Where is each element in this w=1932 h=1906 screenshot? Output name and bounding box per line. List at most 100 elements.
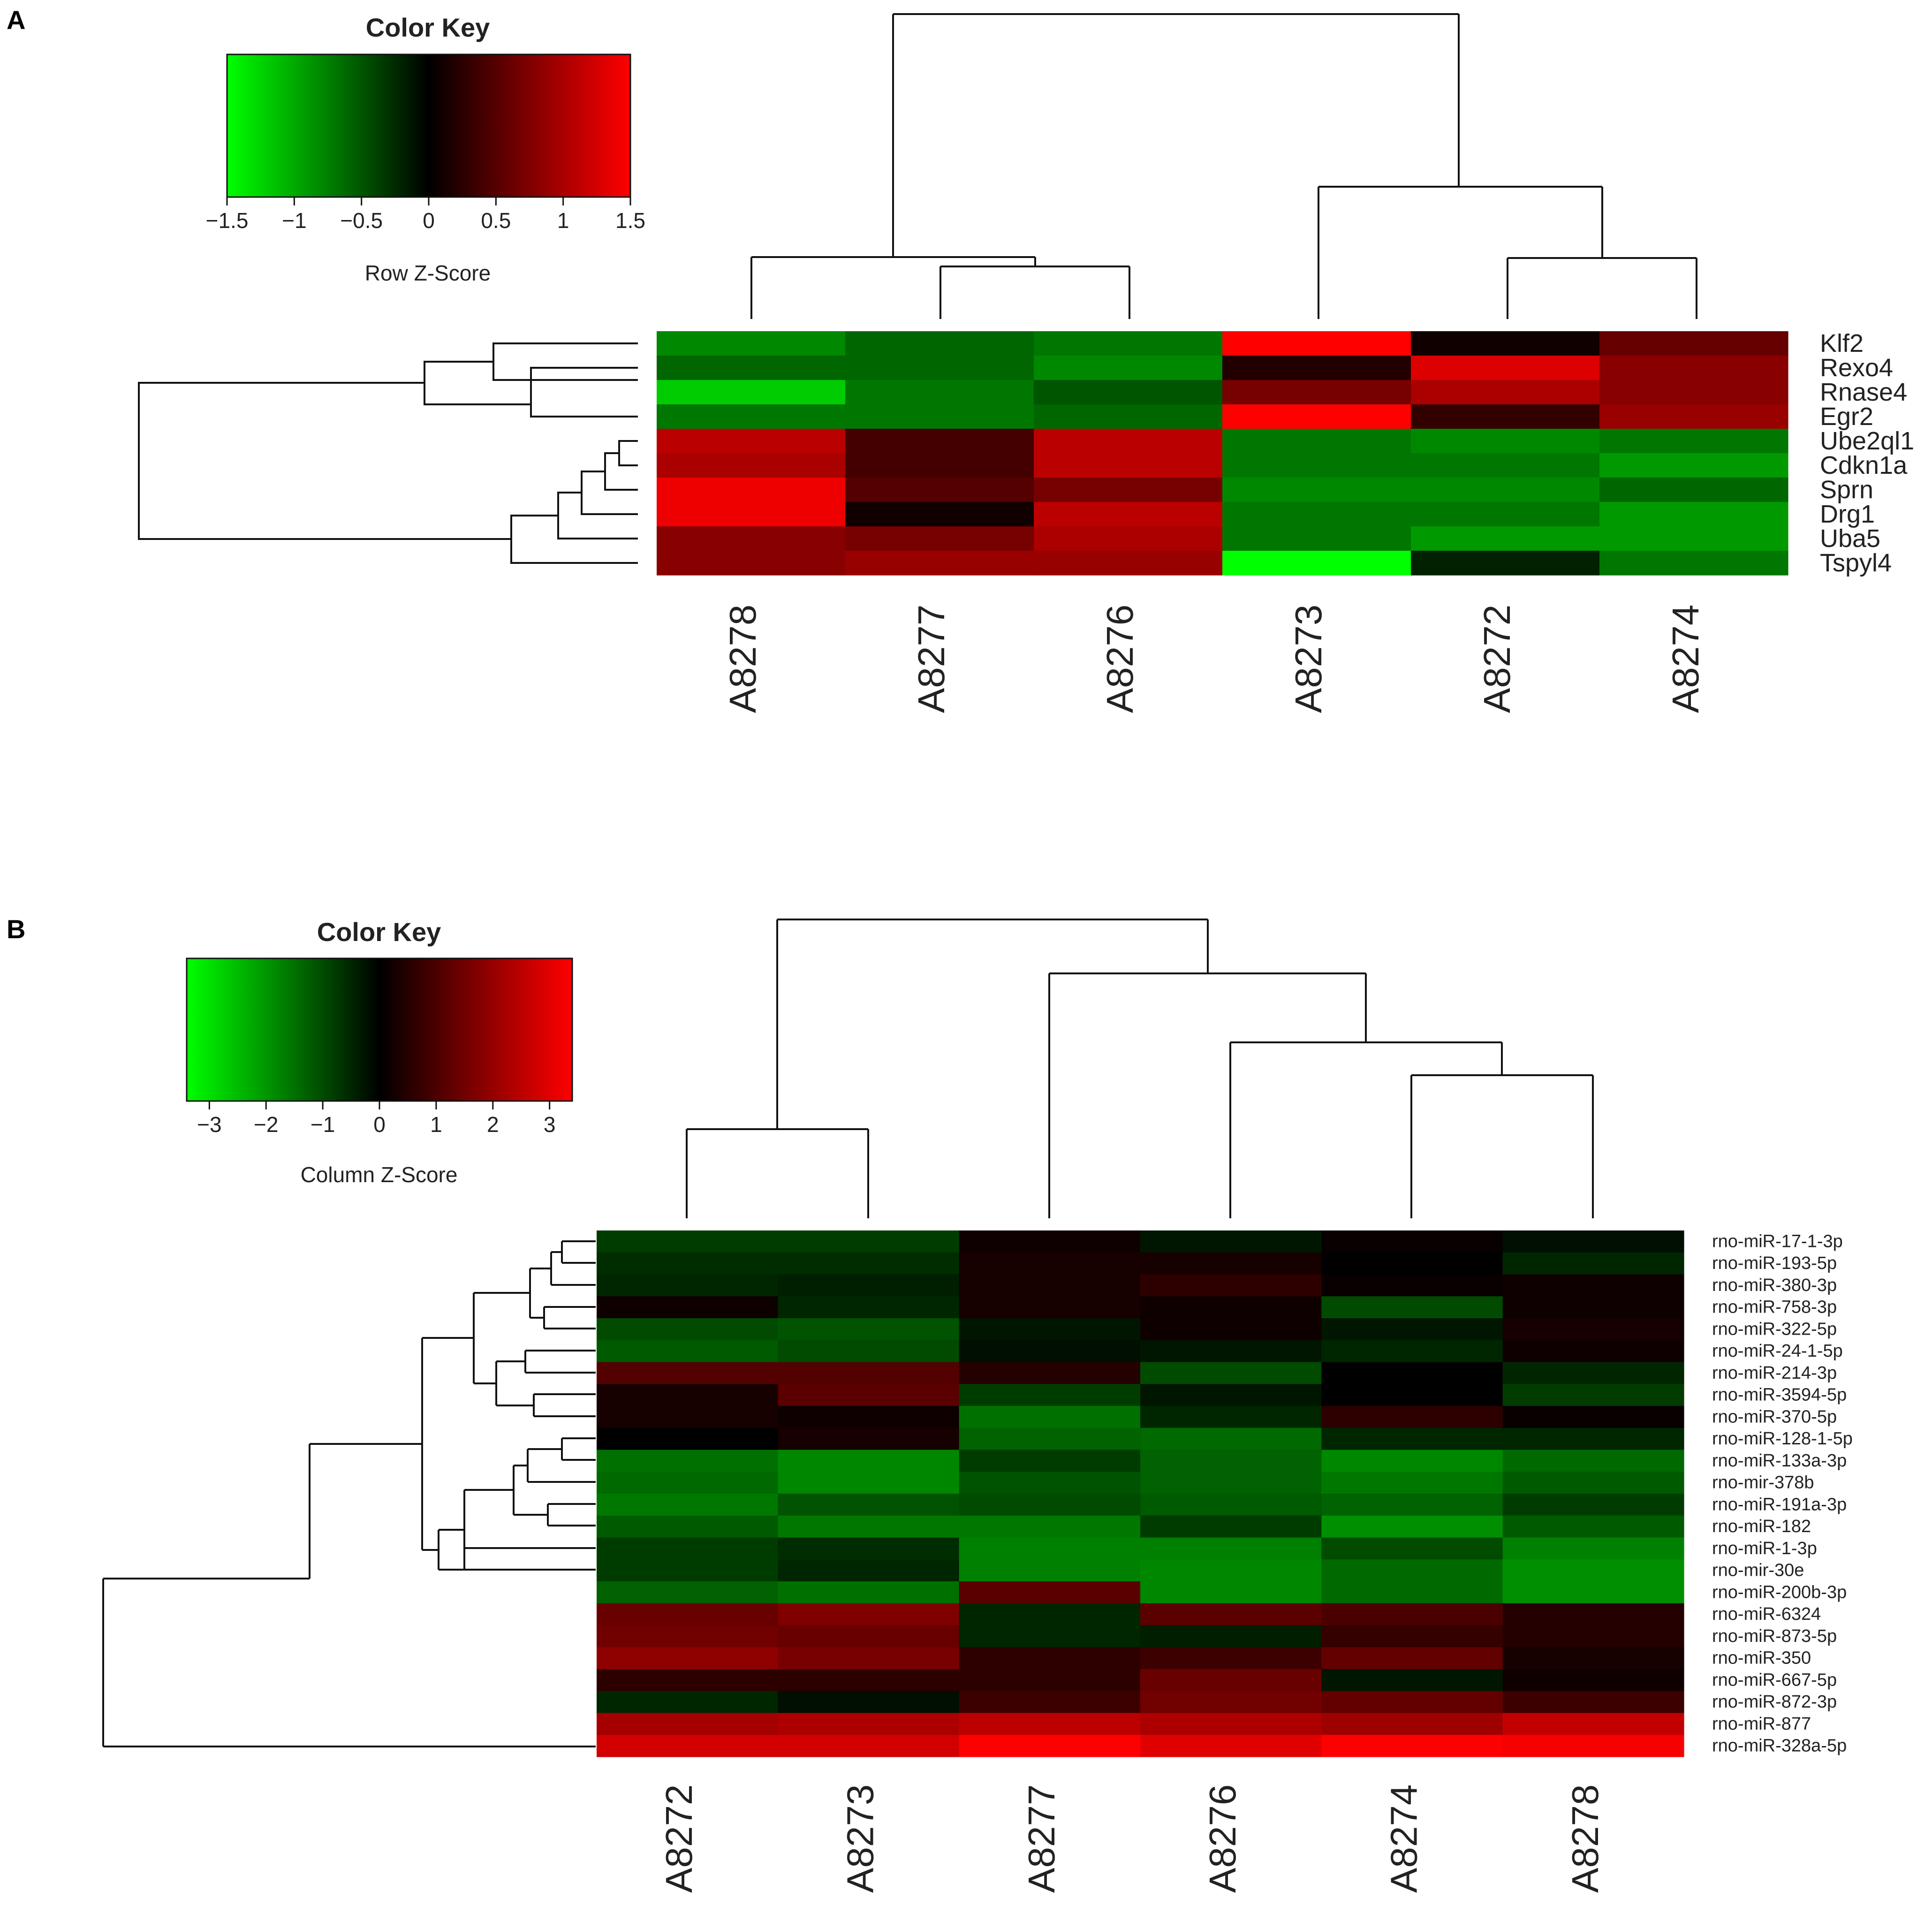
row-label: rno-miR-128-1-5p [1712, 1429, 1853, 1449]
heatmap-cell [1502, 1296, 1684, 1319]
row-label: rno-miR-873-5p [1712, 1626, 1837, 1646]
heatmap-cell [845, 356, 1034, 380]
row-label: Tspyl4 [1820, 549, 1892, 577]
heatmap-cell [1222, 331, 1411, 356]
heatmap-cell [1222, 551, 1411, 576]
heatmap-cell [1411, 502, 1600, 527]
heatmap-cell [778, 1691, 960, 1714]
heatmap-cell [1034, 502, 1223, 527]
heatmap-cell [1321, 1669, 1503, 1692]
heatmap-cell [1321, 1362, 1503, 1384]
row-label: rno-miR-133a-3p [1712, 1451, 1847, 1471]
key-tick-label: −3 [197, 1112, 221, 1137]
heatmap-cell [1411, 526, 1600, 551]
key-tick-label: 3 [544, 1112, 556, 1137]
row-label: rno-miR-182 [1712, 1517, 1811, 1536]
heatmap-cell [959, 1472, 1141, 1494]
heatmap-cell [1502, 1384, 1684, 1406]
heatmap-cell [1321, 1274, 1503, 1297]
heatmap-cell [1599, 356, 1788, 380]
row-label: rno-miR-1-3p [1712, 1539, 1817, 1558]
row-label: Drg1 [1820, 500, 1875, 528]
heatmap-cell [1411, 429, 1600, 454]
heatmap-cell [597, 1669, 778, 1692]
heatmap-cell [1502, 1625, 1684, 1648]
heatmap-cell [597, 1296, 778, 1319]
heatmap-cell [657, 526, 846, 551]
heatmap-cell [1599, 380, 1788, 405]
heatmap-cell [778, 1537, 960, 1560]
heatmap-cell [1321, 1230, 1503, 1253]
row-label: rno-miR-24-1-5p [1712, 1341, 1843, 1361]
heatmap-cell [1140, 1603, 1322, 1626]
heatmap-cell [778, 1669, 960, 1692]
heatmap-cell [778, 1581, 960, 1604]
column-label: A8277 [910, 605, 952, 713]
heatmap-cell [597, 1559, 778, 1582]
heatmap-cell [778, 1274, 960, 1297]
heatmap-cell [959, 1296, 1141, 1319]
heatmap-cell [1502, 1252, 1684, 1275]
heatmap-cell [1034, 331, 1223, 356]
heatmap-cell [1321, 1494, 1503, 1516]
row-label: rno-miR-3594-5p [1712, 1385, 1847, 1405]
heatmap-cell [1034, 356, 1223, 380]
column-label: A8277 [1021, 1785, 1062, 1893]
panel-b-key-label: Column Z-Score [301, 1162, 458, 1187]
panel-a-column-labels: A8278 A8277 A8276 A8273 A8272 A8274 [722, 605, 1706, 713]
heatmap-cell [1034, 551, 1223, 576]
heatmap-cell [959, 1581, 1141, 1604]
heatmap-cell [597, 1274, 778, 1297]
heatmap-cell [1411, 478, 1600, 502]
heatmap-cell [1140, 1494, 1322, 1516]
row-label: Uba5 [1820, 524, 1880, 553]
heatmap-cell [778, 1318, 960, 1341]
heatmap-cell [597, 1252, 778, 1275]
heatmap-cell [1502, 1494, 1684, 1516]
key-tick-label: 0.5 [481, 208, 511, 233]
heatmap-cell [959, 1735, 1141, 1757]
heatmap-cell [845, 429, 1034, 454]
row-label: rno-miR-322-5p [1712, 1319, 1837, 1339]
heatmap-cell [1222, 429, 1411, 454]
column-label: A8278 [722, 605, 764, 713]
row-label: rno-miR-328a-5p [1712, 1736, 1847, 1756]
heatmap-cell [845, 551, 1034, 576]
heatmap-cell [1321, 1450, 1503, 1472]
heatmap-cell [1502, 1713, 1684, 1735]
heatmap-cell [1502, 1472, 1684, 1494]
heatmap-cell [845, 453, 1034, 478]
heatmap-cell [1321, 1252, 1503, 1275]
heatmap-cell [1140, 1669, 1322, 1692]
heatmap-cell [597, 1362, 778, 1384]
heatmap-cell [597, 1318, 778, 1341]
key-tick-label: 0 [373, 1112, 386, 1137]
heatmap-cell [1222, 526, 1411, 551]
row-label: Cdkn1a [1820, 451, 1908, 479]
heatmap-cell [778, 1428, 960, 1450]
heatmap-cell [1411, 331, 1600, 356]
heatmap-cell [845, 404, 1034, 429]
heatmap-cell [1321, 1735, 1503, 1757]
heatmap-cell [1140, 1230, 1322, 1253]
column-label: A8276 [1099, 605, 1141, 713]
heatmap-cell [597, 1450, 778, 1472]
heatmap-cell [1502, 1274, 1684, 1297]
heatmap-cell [1502, 1537, 1684, 1560]
heatmap-cell [778, 1647, 960, 1670]
heatmap-cell [959, 1647, 1141, 1670]
heatmap-cell [959, 1340, 1141, 1363]
column-label: A8273 [1288, 605, 1329, 713]
heatmap-cell [959, 1384, 1141, 1406]
heatmap-cell [1321, 1340, 1503, 1363]
heatmap-cell [845, 526, 1034, 551]
heatmap-cell [1321, 1318, 1503, 1341]
key-tick-label: −2 [254, 1112, 278, 1137]
heatmap-cell [778, 1384, 960, 1406]
heatmap-cell [959, 1318, 1141, 1341]
heatmap-cell [597, 1625, 778, 1648]
row-label: Rnase4 [1820, 378, 1907, 406]
heatmap-cell [1140, 1450, 1322, 1472]
heatmap-cell [597, 1713, 778, 1735]
heatmap-cell [1599, 478, 1788, 502]
